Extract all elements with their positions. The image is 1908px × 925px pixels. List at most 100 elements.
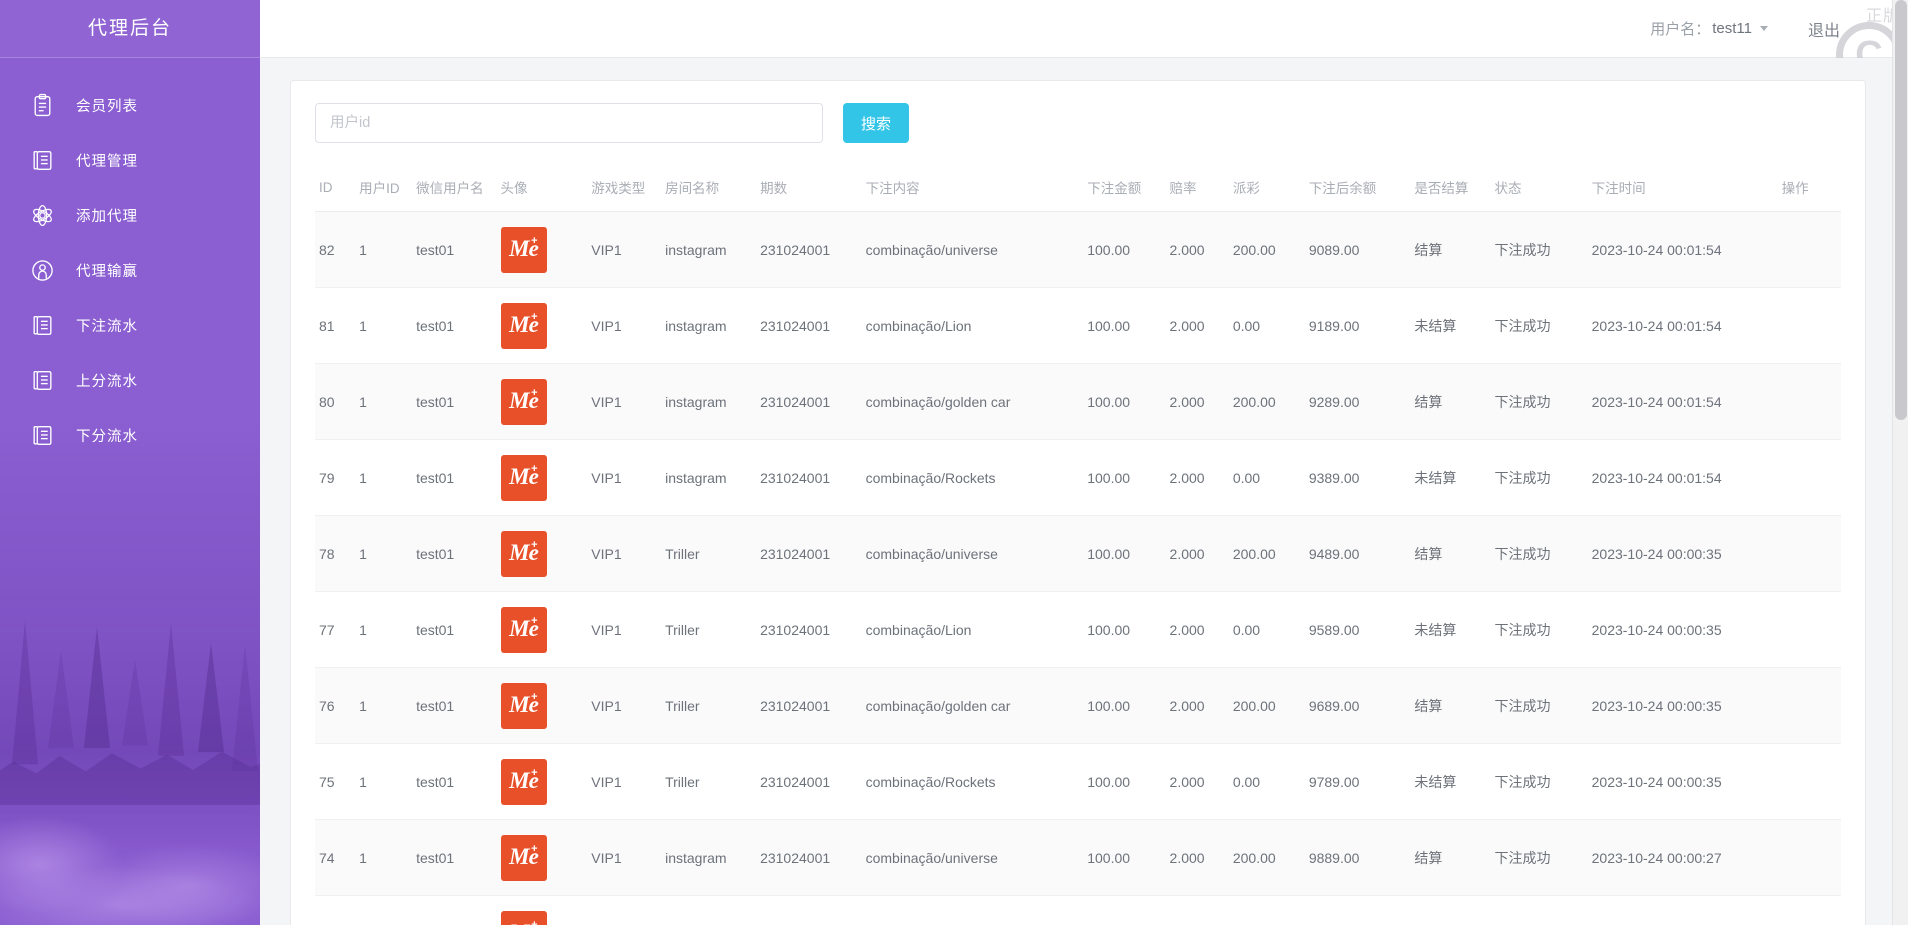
table-cell-bet: combinação/Lion (861, 591, 1084, 668)
tree-icon (122, 659, 148, 746)
sidebar-item-label: 会员列表 (76, 99, 138, 115)
search-button[interactable]: 搜索 (843, 103, 910, 143)
table-cell-settled: 未结算 (1410, 439, 1491, 516)
content-card: 搜索 ID 用户ID 微信用户名 头像 游戏类型 房间名称 (290, 80, 1866, 925)
table-cell-settled: 结算 (1410, 515, 1491, 592)
sidebar-item-label: 代理管理 (76, 154, 138, 170)
table-cell-op (1777, 743, 1841, 820)
table-cell-odds: 2.000 (1165, 211, 1229, 288)
table-cell-bet: combinação/Rockets (861, 743, 1084, 820)
table-cell-id: 82 (315, 211, 356, 288)
sidebar-item-agent-winloss[interactable]: 代理输赢 (0, 243, 260, 298)
table-cell-avatar: Me+ (496, 667, 588, 744)
table-cell-bet: combinação/universe (861, 211, 1084, 288)
table-cell-payout: 200.00 (1228, 363, 1305, 440)
table-cell-game: VIP1 (587, 287, 662, 364)
sidebar-item-debit-records[interactable]: 下分流水 (0, 408, 260, 463)
column-header-issue: 期数 (756, 167, 862, 212)
table-cell-room: Triller (661, 667, 757, 744)
page-scrollbar[interactable] (1892, 0, 1908, 925)
table-cell-status: 下注成功 (1490, 819, 1588, 896)
sidebar-item-label: 下注流水 (76, 319, 138, 335)
table-cell-op (1777, 211, 1841, 288)
table-cell-bet: combinação/Lion (861, 287, 1084, 364)
column-header-avatar: 头像 (496, 167, 588, 212)
bet-records-table: ID 用户ID 微信用户名 头像 游戏类型 房间名称 期数 下注内容 下注金额 … (315, 167, 1841, 925)
table-cell-issue: 231024001 (756, 439, 862, 516)
table-cell-settled: 结算 (1410, 667, 1491, 744)
table-cell-time: 2023-10-24 00:00:27 (1587, 819, 1778, 896)
table-body: 82 1 test01 Me + VIP1 instagram 231024001 combin… (315, 211, 1841, 925)
table-cell-issue: 231024001 (756, 743, 862, 820)
book-icon (28, 147, 56, 175)
table-cell-issue: 231024001 (756, 287, 862, 364)
column-header-odds: 赔率 (1165, 167, 1229, 212)
table-cell-issue: 231024001 (756, 211, 862, 288)
table-row[interactable]: 80 1 test01 Me + VIP1 instagram 231024001 combin… (315, 363, 1841, 440)
sidebar-item-agent-management[interactable]: 代理管理 (0, 133, 260, 188)
table-cell-uid: 1 (355, 439, 413, 516)
top-bar: 用户名： test11 退出 (260, 0, 1892, 58)
table-row[interactable]: 75 1 test01 Me + VIP1 Triller 231024001 combinaç… (315, 743, 1841, 820)
table-cell-avatar: Me+ (496, 591, 588, 668)
table-cell-time: 2023-10-24 00:01:54 (1587, 211, 1778, 288)
user-label: 用户名： (1650, 21, 1711, 38)
table-cell-odds: 2.000 (1165, 591, 1229, 668)
table-cell-room: instagram (661, 819, 757, 896)
table-row[interactable]: 731test01Me+VIP1instagram231024001combin… (315, 895, 1841, 925)
avatar: Me+ (500, 454, 547, 501)
table-row[interactable]: 76 1 test01 Me + VIP1 Triller 231024001 combinaç… (315, 667, 1841, 744)
logout-button[interactable]: 退出 (1807, 22, 1840, 40)
table-row[interactable]: 77 1 test01 Me + VIP1 Triller 231024001 combinaç… (315, 591, 1841, 668)
table-cell-wx: test01 (412, 743, 497, 820)
table-cell-game: VIP1 (587, 895, 662, 925)
table-cell-game: VIP1 (587, 439, 662, 516)
table-cell-op (1777, 895, 1841, 925)
search-input[interactable] (315, 103, 823, 143)
tree-icon (198, 642, 224, 753)
table-cell-wx: test01 (412, 363, 497, 440)
column-header-action: 操作 (1777, 167, 1841, 212)
table-cell-uid: 1 (355, 591, 413, 668)
table-cell-settled: 未结算 (1410, 895, 1491, 925)
table-cell-amount: 100.00 (1083, 287, 1166, 364)
table-cell-wx: test01 (412, 287, 497, 364)
tree-icon (48, 650, 74, 749)
table-row[interactable]: 78 1 test01 Me + VIP1 Triller 231024001 combinaç… (315, 515, 1841, 592)
sidebar-item-credit-records[interactable]: 上分流水 (0, 353, 260, 408)
table-cell-balance: 9989.00 (1304, 895, 1411, 925)
table-cell-odds: 2.000 (1165, 515, 1229, 592)
table-cell-status: 下注成功 (1490, 591, 1588, 668)
table-cell-settled: 未结算 (1410, 743, 1491, 820)
avatar-logo-text: Me (509, 311, 539, 337)
column-header-time: 下注时间 (1587, 167, 1778, 212)
scrollbar-thumb[interactable] (1895, 0, 1907, 420)
table-cell-time: 2023-10-24 00:01:54 (1587, 287, 1778, 364)
table-cell-status: 下注成功 (1490, 743, 1588, 820)
sidebar-background-photo (0, 305, 260, 925)
table-cell-payout: 0.00 (1228, 591, 1305, 668)
sidebar-item-member-list[interactable]: 会员列表 (0, 78, 260, 133)
table-row[interactable]: 81 1 test01 Me + VIP1 instagram 231024001 combin… (315, 287, 1841, 364)
table-row[interactable]: 79 1 test01 Me + VIP1 instagram 231024001 combin… (315, 439, 1841, 516)
table-cell-balance: 9189.00 (1304, 287, 1411, 364)
table-cell-amount: 100.00 (1083, 515, 1166, 592)
avatar: Me+ (500, 758, 547, 805)
table-row[interactable]: 82 1 test01 Me + VIP1 instagram 231024001 combin… (315, 211, 1841, 288)
sidebar-item-add-agent[interactable]: 添加代理 (0, 188, 260, 243)
book-icon (28, 422, 56, 450)
table-cell-op (1777, 819, 1841, 896)
table-cell-balance: 9889.00 (1304, 819, 1411, 896)
avatar-logo-text: Me (509, 691, 539, 717)
table-cell-id: 74 (315, 819, 356, 896)
table-cell-odds: 2.000 (1165, 819, 1229, 896)
plus-icon: + (531, 918, 538, 925)
table-row[interactable]: 74 1 test01 Me + VIP1 instagram 231024001 combin… (315, 819, 1841, 896)
table-cell-status: 下注成功 (1490, 287, 1588, 364)
table-cell-room: Triller (661, 743, 757, 820)
sidebar-item-bet-records[interactable]: 下注流水 (0, 298, 260, 353)
user-menu[interactable]: 用户名： test11 (1650, 18, 1768, 39)
table-cell-payout: 200.00 (1228, 819, 1305, 896)
table-cell-uid: 1 (355, 743, 413, 820)
